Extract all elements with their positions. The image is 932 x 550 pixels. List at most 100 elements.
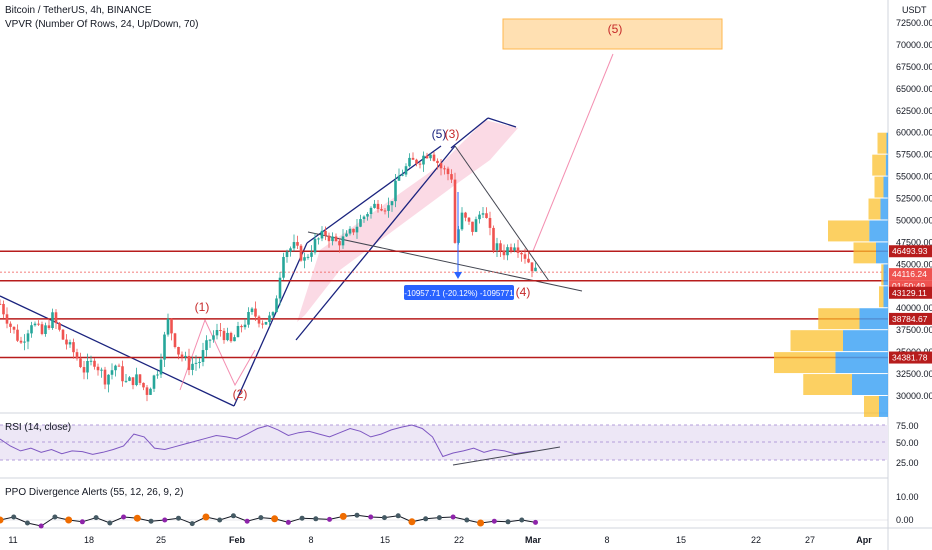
candle-body (184, 355, 187, 358)
candle-body (359, 219, 362, 227)
ppo-dot (24, 520, 30, 526)
vp-down-bar (868, 198, 881, 220)
candle-body (285, 251, 289, 257)
channel-top-line-2[interactable] (487, 117, 517, 128)
wave3-label: (3) (445, 127, 460, 141)
candle-body (397, 175, 401, 181)
ppo-dot (258, 515, 264, 521)
candle-body (324, 230, 327, 236)
candle-body (320, 230, 324, 239)
candle-body (534, 267, 537, 272)
price-tag-label: 43129.11 (892, 288, 927, 298)
candle-body (2, 303, 5, 315)
candle-body (159, 359, 163, 375)
chart-title[interactable]: Bitcoin / TetherUS, 4h, BINANCE (5, 5, 152, 16)
projection-line[interactable] (532, 53, 614, 252)
ppo-dot (133, 514, 141, 522)
candle-body (229, 332, 233, 342)
candle-body (492, 227, 495, 251)
candle-body (499, 243, 502, 251)
x-axis[interactable]: 11 18 25 Feb 8 15 22 Mar 8 15 22 27 Apr (8, 535, 872, 545)
wave5-target-label: (5) (608, 22, 623, 36)
candle-body (474, 219, 478, 232)
candle-body (205, 340, 208, 351)
ppo-dot (505, 519, 511, 525)
y-tick-label: 72500.00 (896, 18, 932, 28)
candle-body (348, 228, 352, 234)
candle-body (86, 360, 89, 373)
candle-body (488, 218, 492, 228)
candle-body (338, 241, 341, 246)
price-tag-box (889, 268, 932, 281)
candle-body (222, 330, 226, 341)
ppo-dot (381, 515, 387, 521)
ppo-dots (0, 512, 538, 529)
ppo-line (0, 514, 536, 527)
ppo-tick-10: 10.00 (896, 492, 919, 502)
candle-body (513, 247, 516, 251)
candle-body (72, 342, 75, 353)
y-tick-label: 62500.00 (896, 106, 932, 116)
candle-body (471, 221, 474, 232)
rsi-label[interactable]: RSI (14, close) (5, 422, 71, 433)
vp-up-bar (880, 198, 888, 220)
candle-body (450, 174, 453, 180)
support-levels[interactable] (0, 250, 888, 359)
x-tick-label: 8 (308, 535, 313, 545)
ppo-dot (423, 516, 429, 522)
ppo-dot (189, 521, 195, 527)
candle-body (243, 324, 247, 328)
candle-body (516, 247, 520, 253)
ppo-dot (121, 514, 127, 520)
ppo-dot (65, 516, 73, 524)
candle-body (135, 374, 138, 386)
candle-body (394, 180, 397, 202)
candle-body (128, 377, 131, 381)
candle-body (65, 339, 68, 345)
candle-body (446, 168, 450, 175)
downtrend-line[interactable] (0, 295, 235, 407)
vp-up-bar (886, 132, 888, 154)
candle-body (131, 377, 135, 386)
ppo-label[interactable]: PPO Divergence Alerts (55, 12, 26, 9, 2) (5, 487, 183, 498)
ppo-dot (533, 519, 538, 525)
candle-body (240, 325, 243, 328)
channel-top-line[interactable] (450, 117, 489, 149)
candle-body (250, 308, 254, 313)
candle-body (362, 216, 366, 220)
candle-body (345, 233, 348, 237)
candle-body (33, 323, 37, 326)
ppo-dot (299, 515, 305, 521)
vp-up-bar (835, 352, 888, 374)
ppo-dot (0, 516, 4, 524)
candle-body (303, 257, 306, 261)
candle-body (355, 226, 359, 233)
candle-body (114, 365, 117, 371)
candle-body (509, 247, 513, 251)
candle-body (478, 214, 481, 220)
candle-body (16, 329, 19, 341)
candle-body (5, 314, 9, 324)
wedge-upper-line[interactable] (454, 145, 550, 282)
currency-label: USDT (902, 5, 927, 15)
candle-body (212, 335, 215, 340)
target-zone[interactable] (502, 18, 723, 50)
vpvr-label[interactable]: VPVR (Number Of Rows, 24, Up/Down, 70) (5, 19, 198, 30)
x-tick-label: 15 (676, 535, 686, 545)
candle-body (0, 303, 2, 305)
vp-down-bar (774, 352, 836, 374)
candle-body (401, 174, 404, 176)
candle-body (523, 254, 527, 259)
channel-lower-line[interactable] (295, 145, 456, 341)
vp-up-bar (852, 374, 888, 395)
wave2-line[interactable] (233, 242, 308, 407)
x-tick-label: 18 (84, 535, 94, 545)
ppo-dot (395, 513, 401, 519)
candle-body (271, 312, 275, 316)
channel-upper-line[interactable] (306, 145, 442, 244)
candle-body (341, 236, 345, 246)
candle-body (89, 360, 93, 362)
candle-body (152, 375, 156, 389)
